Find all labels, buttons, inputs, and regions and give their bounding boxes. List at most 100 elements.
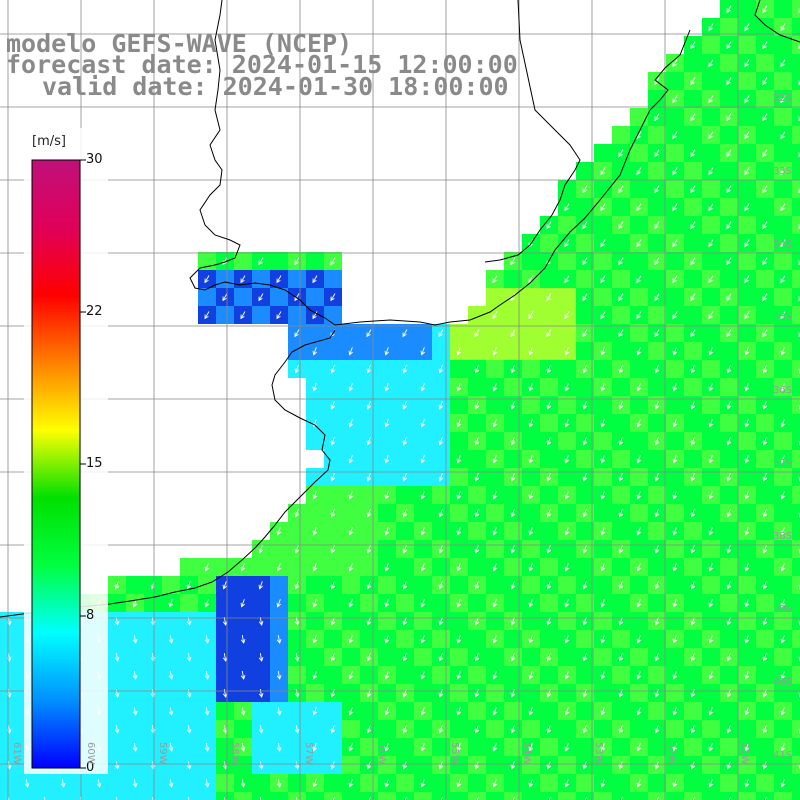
- wind-arrow: [474, 689, 479, 698]
- wind-speed-cell: [108, 666, 126, 684]
- wind-speed-cell: [792, 612, 800, 630]
- wind-speed-cell: [324, 306, 342, 324]
- wind-speed-cell: [702, 576, 720, 594]
- wind-speed-cell: [468, 594, 486, 612]
- wind-arrow: [402, 401, 407, 410]
- wind-speed-cell: [324, 486, 342, 504]
- wind-arrow: [223, 796, 226, 800]
- wind-speed-cell: [612, 342, 630, 360]
- wind-speed-cell: [702, 324, 720, 342]
- wind-arrow: [402, 689, 407, 698]
- wind-arrow: [564, 383, 569, 392]
- wind-arrow: [726, 473, 731, 482]
- wind-arrow: [222, 293, 228, 302]
- wind-arrow: [492, 707, 497, 716]
- wind-arrow: [618, 401, 623, 410]
- wind-speed-cell: [450, 468, 468, 486]
- wind-arrow: [744, 779, 749, 788]
- wind-speed-cell: [576, 306, 594, 324]
- wind-arrow: [654, 581, 659, 590]
- wind-speed-cell: [720, 306, 738, 324]
- wind-speed-cell: [738, 252, 756, 270]
- wind-speed-cell: [630, 720, 648, 738]
- wind-speed-cell: [342, 684, 360, 702]
- wind-speed-cell: [666, 684, 684, 702]
- wind-arrow: [114, 581, 119, 590]
- wind-speed-cell: [630, 504, 648, 522]
- wind-speed-cell: [684, 54, 702, 72]
- wind-speed-cell: [684, 306, 702, 324]
- wind-speed-cell: [396, 414, 414, 432]
- wind-arrow: [402, 545, 407, 554]
- lon-label-58w: 58W: [229, 742, 240, 765]
- wind-speed-cell: [756, 162, 774, 180]
- wind-arrow: [690, 293, 696, 302]
- wind-speed-cell: [360, 414, 378, 432]
- wind-speed-cell: [612, 270, 630, 288]
- wind-arrow: [654, 473, 659, 482]
- wind-speed-cell: [378, 360, 396, 378]
- wind-speed-cell: [288, 342, 306, 360]
- wind-arrow: [762, 149, 768, 158]
- wind-speed-cell: [720, 558, 738, 576]
- wind-speed-cell: [594, 684, 612, 702]
- wind-speed-cell: [576, 414, 594, 432]
- wind-speed-cell: [792, 576, 800, 594]
- wind-arrow: [330, 581, 335, 590]
- wind-arrow: [240, 706, 246, 716]
- wind-arrow: [564, 599, 569, 608]
- wind-arrow: [510, 365, 515, 374]
- wind-arrow: [456, 671, 461, 680]
- wind-arrow: [474, 473, 479, 482]
- wind-speed-cell: [450, 648, 468, 666]
- wind-arrow: [438, 689, 443, 698]
- wind-speed-cell: [792, 324, 800, 342]
- wind-speed-cell: [522, 504, 540, 522]
- wind-arrow: [384, 419, 389, 428]
- wind-arrow: [708, 23, 714, 32]
- wind-arrow: [600, 563, 605, 572]
- wind-speed-cell: [198, 648, 216, 666]
- wind-arrow: [582, 617, 587, 626]
- wind-speed-cell: [756, 198, 774, 216]
- wind-arrow: [708, 311, 714, 320]
- wind-speed-cell: [684, 414, 702, 432]
- wind-arrow: [564, 671, 569, 680]
- wind-arrow: [600, 275, 606, 284]
- wind-speed-cell: [540, 666, 558, 684]
- wind-speed-cell: [792, 666, 800, 684]
- wind-speed-cell: [234, 720, 252, 738]
- lon-label-61w: 61W: [11, 742, 22, 765]
- wind-arrow: [672, 203, 678, 212]
- wind-speed-cell: [792, 144, 800, 162]
- wind-speed-cell: [504, 306, 522, 324]
- wind-speed-cell: [738, 216, 756, 234]
- wind-speed-cell: [558, 468, 576, 486]
- wind-arrow: [528, 419, 533, 428]
- wind-speed-cell: [252, 558, 270, 576]
- wind-speed-cell: [360, 666, 378, 684]
- wind-speed-cell: [738, 144, 756, 162]
- wind-arrow: [744, 239, 750, 248]
- wind-arrow: [708, 743, 713, 752]
- wind-arrow: [546, 581, 551, 590]
- wind-speed-cell: [504, 486, 522, 504]
- wind-arrow: [690, 329, 696, 338]
- wind-speed-cell: [342, 396, 360, 414]
- wind-speed-cell: [576, 666, 594, 684]
- wind-arrow: [744, 95, 750, 104]
- wind-arrow: [620, 797, 623, 800]
- wind-speed-cell: [522, 288, 540, 306]
- wind-speed-cell: [342, 648, 360, 666]
- wind-speed-cell: [540, 342, 558, 360]
- wind-arrow: [384, 383, 389, 392]
- wind-speed-cell: [594, 540, 612, 558]
- wind-speed-cell: [252, 270, 270, 288]
- wind-speed-cell: [720, 702, 738, 720]
- wind-speed-cell: [684, 378, 702, 396]
- wind-arrow: [96, 778, 102, 788]
- wind-arrow: [114, 724, 120, 734]
- wind-arrow: [780, 167, 786, 176]
- wind-arrow: [600, 599, 605, 608]
- wind-arrow: [636, 707, 641, 716]
